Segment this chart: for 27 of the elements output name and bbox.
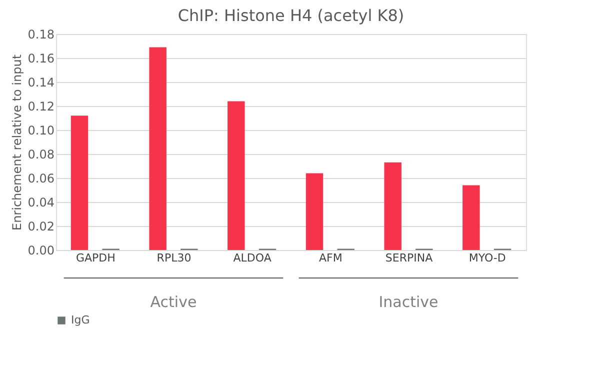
x-tick-label: GAPDH <box>76 252 116 264</box>
y-axis-title: Enrichement relative to input <box>10 54 24 231</box>
y-tick-label: 0.04 <box>28 196 54 210</box>
bar <box>384 162 402 250</box>
bar <box>306 173 324 250</box>
y-tick-label: 0.00 <box>28 244 54 258</box>
x-tick-label: SERPINA <box>385 252 434 264</box>
chart-title: ChIP: Histone H4 (acetyl K8) <box>178 6 404 25</box>
legend-label: IgG <box>71 314 90 326</box>
y-tick-label: 0.12 <box>28 100 54 114</box>
x-tick-label: RPL30 <box>156 252 192 264</box>
x-tick-label: AFM <box>318 252 342 264</box>
text: Active <box>150 293 197 311</box>
y-tick-label: 0.18 <box>28 28 54 42</box>
x-tick-label: MYO-D <box>468 252 506 264</box>
bar <box>149 47 166 250</box>
x-tick-label: ALDOA <box>233 252 272 264</box>
text: Inactive <box>378 293 438 311</box>
y-tick-label: 0.06 <box>28 172 54 186</box>
y-tick-label: 0.10 <box>28 124 54 138</box>
bar <box>462 185 480 250</box>
y-tick-label: 0.16 <box>28 52 54 66</box>
bar <box>70 116 88 250</box>
y-tick-label: 0.08 <box>28 148 54 162</box>
y-tick-label: 0.14 <box>28 76 54 90</box>
y-tick-label: 0.02 <box>28 220 54 234</box>
bar <box>228 101 245 250</box>
